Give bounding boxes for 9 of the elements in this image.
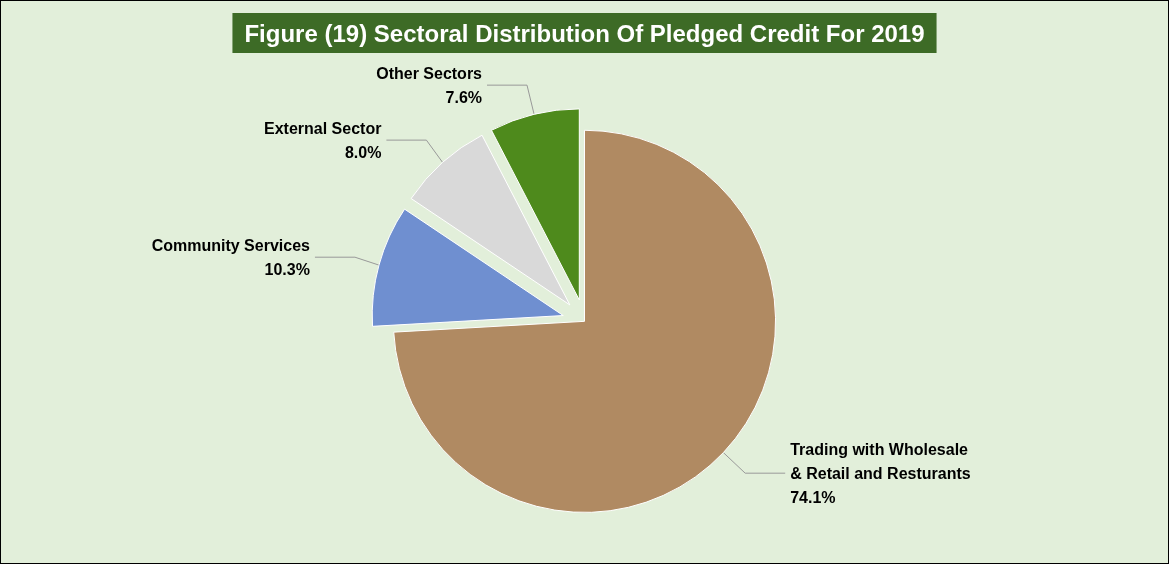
slice-label: Other Sectors [376,64,483,82]
data-label: 8.0% [344,143,382,161]
slice-label: Trading with Wholesale & Retail and Resturants [790,440,973,482]
data-label: 7.6% [445,88,483,106]
slice-label: External Sector [264,119,382,137]
chart-title: Figure (19) Sectoral Distribution Of Pledged Credit For 2019 [244,19,925,47]
slice-label: Community Services [151,236,311,254]
data-label: 10.3% [264,260,310,278]
data-label: 74.1% [790,488,836,506]
